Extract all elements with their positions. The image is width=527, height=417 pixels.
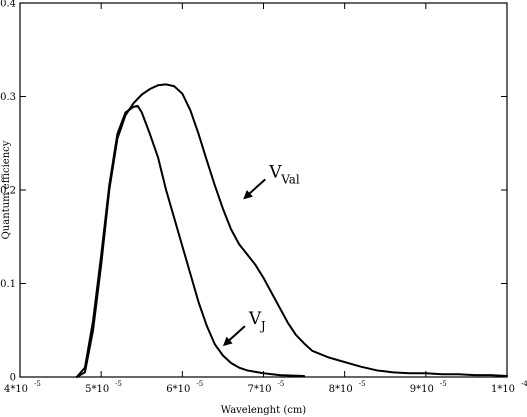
series-lines — [75, 83, 508, 378]
label-main-v-val: V — [268, 162, 282, 182]
x-tick-mantissa: 8*10 — [329, 384, 353, 395]
x-tick-label: 5*10 -5 — [85, 380, 122, 395]
x-tick-mantissa: 1*10 — [491, 384, 515, 395]
x-tick-mantissa: 6*10 — [166, 384, 190, 395]
arrowhead-v-j — [222, 336, 233, 347]
x-tick-exponent: -5 — [440, 380, 447, 388]
label-v-val: V Val — [268, 162, 300, 186]
x-tick-mantissa: 5*10 — [85, 384, 109, 395]
x-tick-exponent: -5 — [196, 380, 203, 388]
x-tick-mantissa: 7*10 — [247, 384, 271, 395]
arrowhead-v-val — [243, 189, 253, 200]
series-line-v-val — [75, 83, 508, 378]
y-tick-label: 0.1 — [0, 279, 16, 290]
y-tick-label: 0.3 — [0, 92, 16, 103]
x-tick-label: 9*10 -5 — [410, 380, 447, 395]
label-main-v-j: V — [248, 309, 262, 329]
y-tick-label: 0.4 — [0, 0, 16, 10]
x-tick-label: 4*10 -5 — [4, 380, 41, 395]
x-tick-exponent: -5 — [115, 380, 122, 388]
x-tick-exponent: -5 — [34, 380, 41, 388]
x-tick-mantissa: 9*10 — [410, 384, 434, 395]
label-sub-v-val: Val — [280, 172, 300, 186]
x-tick-exponent: -5 — [278, 380, 285, 388]
y-tick-label: 0 — [10, 373, 16, 384]
y-tick-labels: 0 0.1 0.2 0.3 0.4 — [0, 0, 16, 384]
x-tick-label: 8*10 -5 — [329, 380, 366, 395]
label-sub-v-j: J — [259, 319, 266, 333]
x-tick-exponent: -5 — [359, 380, 366, 388]
x-tick-exponent: -4 — [521, 380, 527, 388]
x-tick-label: 1*10 -4 — [491, 380, 527, 395]
x-axis-label: Wavelenght (cm) — [221, 405, 307, 416]
x-tick-label: 6*10 -5 — [166, 380, 203, 395]
x-tick-label: 7*10 -5 — [247, 380, 284, 395]
x-tick-labels: 4*10 -5 5*10 -5 6*10 -5 7*10 -5 8*10 -5 9*10 -5 1*10… — [4, 380, 527, 395]
x-tick-mantissa: 4*10 — [4, 384, 28, 395]
y-tick-label: 0.2 — [0, 186, 16, 197]
series-line-v-j — [75, 104, 306, 378]
y-axis-label: Quantum efficiency — [1, 140, 12, 239]
